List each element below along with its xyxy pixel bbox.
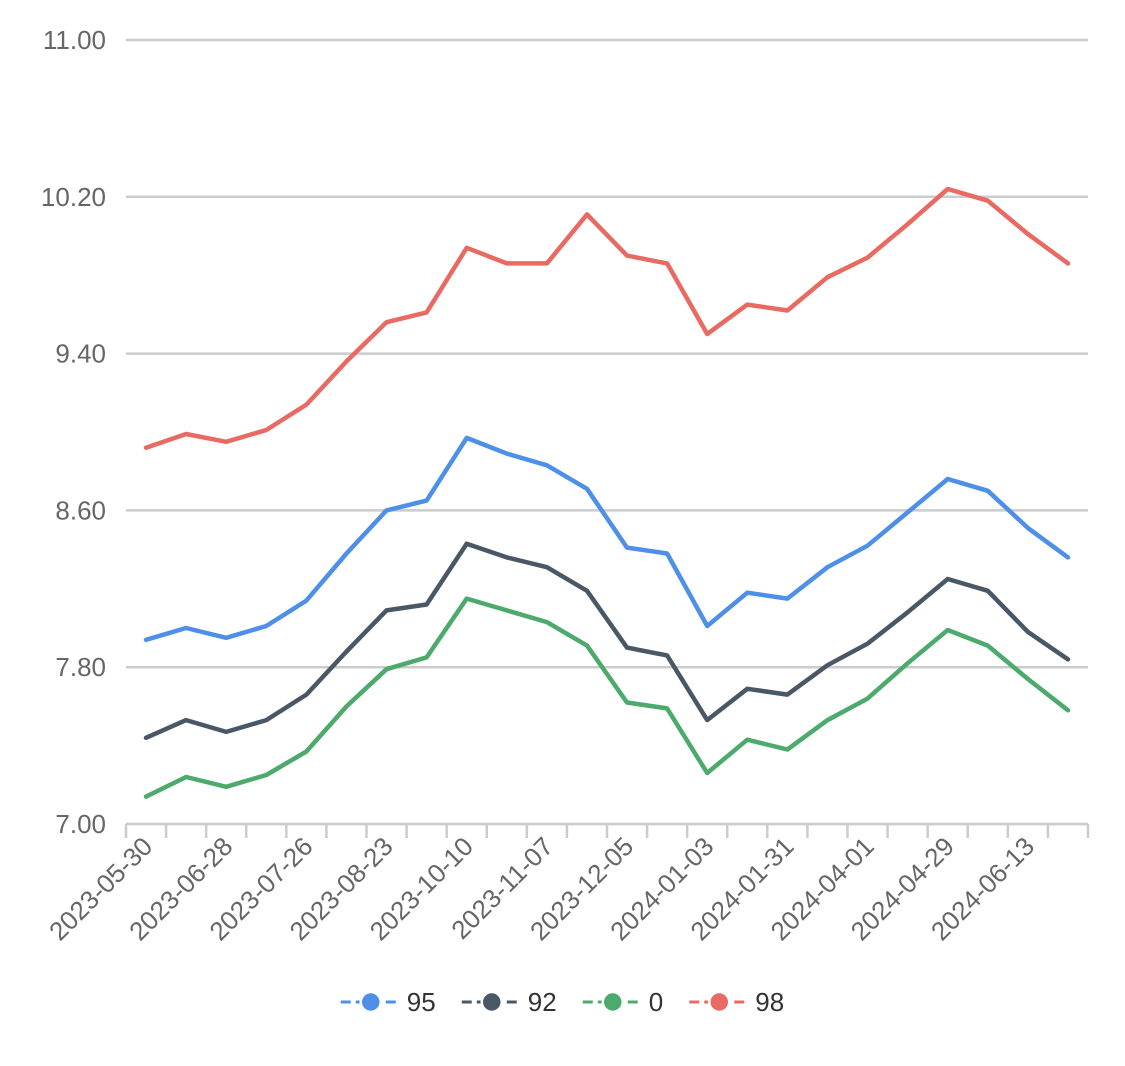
legend-item-0[interactable]: 0 [582,987,663,1017]
legend-label: 0 [649,987,663,1017]
legend-label: 95 [407,987,436,1017]
legend-circle-marker [708,990,731,1014]
legend-label: 92 [528,987,557,1017]
y-tick-label: 7.80 [55,652,106,682]
legend[interactable]: 95 92 0 98 [340,987,784,1017]
legend-item-98[interactable]: 98 [689,987,784,1017]
series-line-92 [143,541,1071,741]
y-tick-label: 7.00 [55,809,106,839]
y-tick-label: 11.00 [43,25,106,55]
y-axis-ticks: 7.00 7.80 8.60 9.40 10.20 11.00 [41,25,106,839]
y-tick-label: 9.40 [55,339,106,369]
series-lines [143,186,1071,799]
y-tick-label: 8.60 [55,495,106,525]
y-tick-label: 10.20 [41,182,106,212]
series-line-0 [143,596,1071,799]
legend-item-95[interactable]: 95 [340,987,436,1017]
legend-circle-marker [601,990,624,1014]
x-axis [124,822,1090,838]
grid-lines [126,38,1088,826]
legend-circle-marker [480,990,503,1014]
legend-label: 98 [755,987,784,1017]
legend-circle-marker [359,990,382,1014]
legend-item-92[interactable]: 92 [461,987,557,1017]
series-line-98 [143,186,1071,450]
x-axis-ticks: 2023-05-302023-06-282023-07-262023-08-23… [43,831,1040,946]
series-line-95 [143,435,1071,643]
